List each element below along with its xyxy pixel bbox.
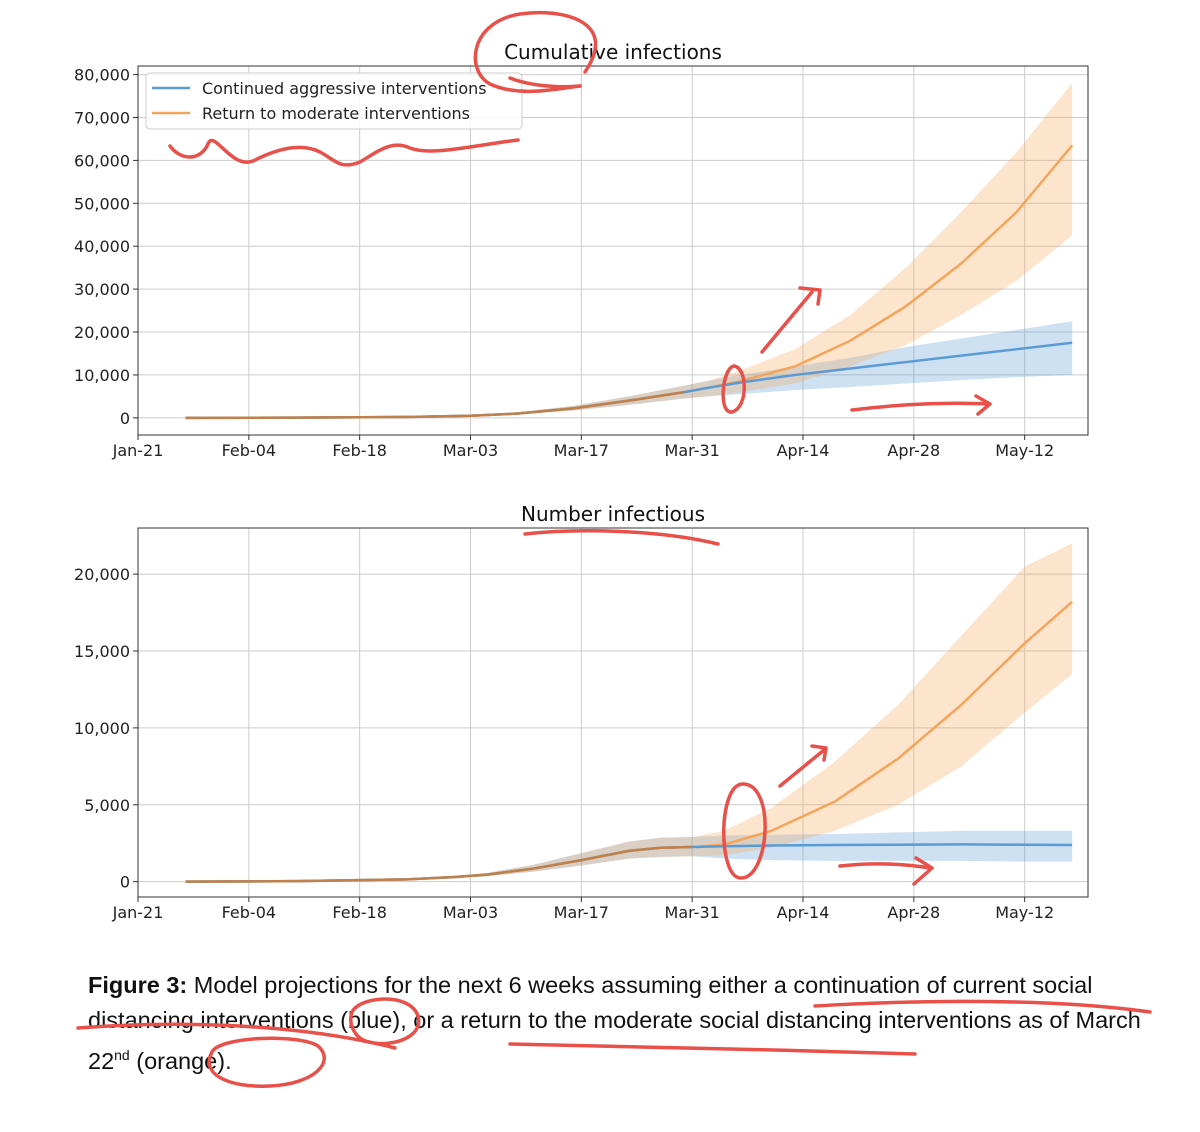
plot-frame (137, 527, 1089, 898)
x-tick-label: Mar-03 (443, 903, 498, 922)
series-band-orange (185, 543, 1073, 882)
underline-annotation (508, 76, 582, 89)
overlap-line (185, 390, 685, 420)
series-band-blue (185, 830, 1073, 882)
y-tick-label: 5,000 (84, 796, 130, 815)
legend-label: Return to moderate interventions (202, 104, 470, 123)
caption-text-end: (orange). (129, 1047, 232, 1074)
y-tick-label: 60,000 (74, 151, 130, 170)
figure: Jan-21 Feb-04 Feb-18 Mar-03 Mar-17 Mar-31 Apr-… (74, 10, 1089, 922)
number-infectious-chart: Jan-21 Feb-04 Feb-18 Mar-03 Mar-17 Mar-31 Apr-… (74, 502, 1089, 922)
underline-annotation (523, 529, 720, 546)
y-tick-label: 20,000 (74, 323, 130, 342)
strike-annotation (76, 1022, 397, 1050)
legend-label: Continued aggressive interventions (202, 79, 487, 98)
series-band-orange (185, 83, 1073, 418)
squiggle-annotation (168, 138, 520, 167)
arrow-annotation (838, 856, 934, 886)
x-tick-label: May-12 (995, 903, 1054, 922)
y-tick-label: 20,000 (74, 565, 130, 584)
y-tick-label: 0 (120, 873, 130, 892)
x-tick-label: Apr-28 (887, 441, 940, 460)
caption-label: Figure 3: (88, 972, 188, 998)
plot-frame (137, 65, 1089, 436)
x-tick-label: Apr-14 (777, 903, 830, 922)
hand-drawn-annotations (168, 10, 992, 886)
caption-superscript: nd (114, 1047, 130, 1063)
legend-box (145, 72, 523, 130)
arrow-annotation (760, 286, 822, 354)
x-tick-label: Feb-04 (222, 903, 276, 922)
x-tick-label: Jan-21 (112, 441, 164, 460)
series-band-blue (185, 321, 1073, 418)
circle-annotation (721, 364, 746, 414)
underline-annotation (508, 1042, 917, 1056)
x-tick-label: Feb-18 (332, 903, 386, 922)
circle-annotation (722, 782, 767, 880)
underline-annotation (813, 999, 1152, 1014)
x-tick-label: Mar-03 (443, 441, 498, 460)
x-tick-label: Mar-17 (554, 441, 609, 460)
circle-annotation (349, 997, 421, 1046)
x-tick-label: Mar-17 (554, 903, 609, 922)
chart-title: Cumulative infections (504, 40, 722, 64)
y-tick-label: 15,000 (74, 642, 130, 661)
y-tick-label: 10,000 (74, 366, 130, 385)
x-tick-label: Apr-28 (887, 903, 940, 922)
circle-annotation (207, 1036, 326, 1088)
y-tick-label: 70,000 (74, 108, 130, 127)
chart-title: Number infectious (521, 502, 705, 526)
x-tick-label: Jan-21 (112, 903, 164, 922)
circle-annotation (473, 10, 598, 94)
x-tick-label: Apr-14 (777, 441, 830, 460)
arrow-annotation (778, 744, 828, 788)
caption-annotations (76, 997, 1152, 1088)
y-tick-label: 80,000 (74, 66, 130, 85)
y-tick-label: 40,000 (74, 237, 130, 256)
y-tick-label: 10,000 (74, 719, 130, 738)
x-tick-label: Mar-31 (665, 441, 720, 460)
arrow-annotation (850, 394, 992, 416)
x-tick-label: Mar-31 (665, 903, 720, 922)
x-tick-label: Feb-04 (222, 441, 276, 460)
overlap-line (185, 845, 693, 883)
cumulative-infections-chart: Jan-21 Feb-04 Feb-18 Mar-03 Mar-17 Mar-31 Apr-… (74, 40, 1089, 460)
y-tick-label: 30,000 (74, 280, 130, 299)
y-tick-label: 0 (120, 409, 130, 428)
x-tick-label: May-12 (995, 441, 1054, 460)
y-tick-label: 50,000 (74, 194, 130, 213)
x-tick-label: Feb-18 (332, 441, 386, 460)
